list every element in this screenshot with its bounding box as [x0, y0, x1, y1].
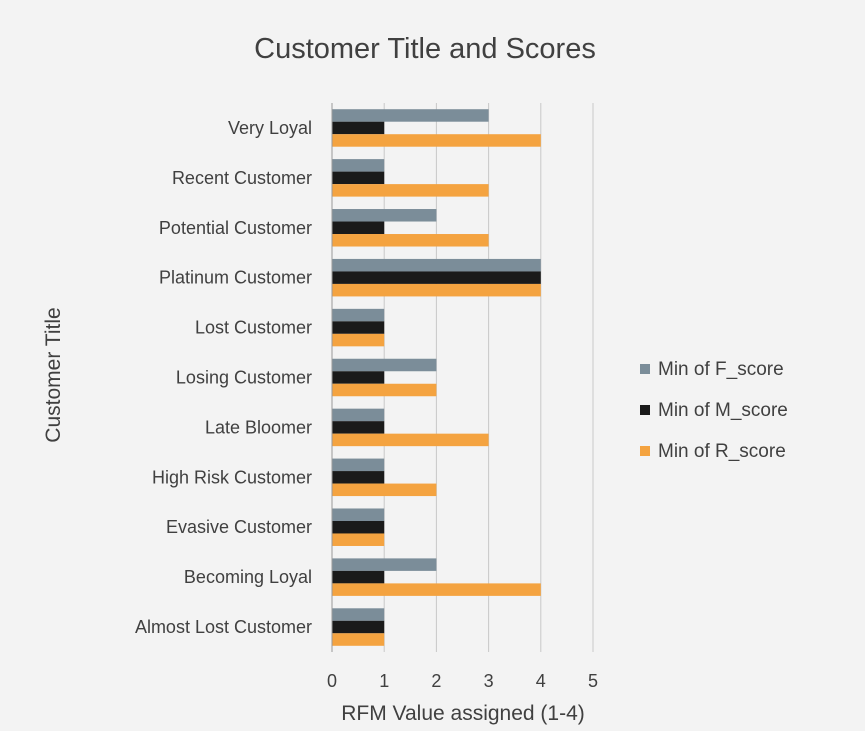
- bar-recent-customer-s3: [332, 184, 489, 197]
- bars: [332, 109, 541, 646]
- bar-very-loyal-s3: [332, 134, 541, 147]
- legend: Min of F_score Min of M_score Min of R_sco…: [640, 359, 788, 462]
- bar-becoming-loyal-s1: [332, 558, 437, 571]
- y-tick-label: Losing Customer: [176, 368, 312, 388]
- legend-label: Min of F_score: [658, 359, 784, 380]
- y-tick-label: Almost Lost Customer: [135, 617, 312, 637]
- bar-becoming-loyal-s3: [332, 583, 541, 596]
- legend-label: Min of R_score: [658, 441, 786, 462]
- bar-losing-customer-s2: [332, 371, 385, 384]
- bar-very-loyal-s2: [332, 121, 385, 135]
- legend-swatch: [640, 405, 650, 415]
- bar-platinum-customer-s2: [332, 271, 541, 284]
- bar-high-risk-customer-s1: [332, 458, 385, 472]
- y-tick-label: Platinum Customer: [159, 268, 312, 288]
- y-tick-label: Very Loyal: [228, 118, 312, 138]
- x-tick-label: 0: [327, 671, 337, 691]
- bar-high-risk-customer-s3: [332, 483, 437, 497]
- bar-very-loyal-s1: [332, 109, 489, 122]
- x-tick-label: 2: [431, 671, 441, 691]
- x-tick-labels: 0 1 2 3 4 5: [327, 671, 598, 691]
- bar-late-bloomer-s3: [332, 433, 489, 447]
- x-tick-label: 3: [484, 671, 494, 691]
- bar-high-risk-customer-s2: [332, 471, 385, 484]
- bar-almost-lost-customer-s2: [332, 620, 385, 634]
- y-tick-label: Becoming Loyal: [184, 567, 312, 587]
- chart-title: Customer Title and Scores: [254, 33, 596, 65]
- legend-swatch: [640, 364, 650, 374]
- y-tick-label: Evasive Customer: [166, 517, 312, 537]
- bar-late-bloomer-s1: [332, 408, 385, 422]
- bar-late-bloomer-s2: [332, 421, 385, 434]
- y-tick-label: Recent Customer: [172, 168, 312, 188]
- bar-potential-customer-s2: [332, 221, 385, 235]
- y-tick-label: Late Bloomer: [205, 417, 312, 437]
- bar-becoming-loyal-s2: [332, 570, 385, 584]
- bar-recent-customer-s1: [332, 159, 385, 172]
- bar-losing-customer-s1: [332, 358, 437, 372]
- legend-swatch: [640, 446, 650, 456]
- bar-platinum-customer-s1: [332, 258, 541, 272]
- x-tick-label: 4: [536, 671, 546, 691]
- bar-lost-customer-s3: [332, 333, 385, 347]
- x-axis-title: RFM Value assigned (1-4): [341, 702, 585, 725]
- bar-platinum-customer-s3: [332, 283, 541, 297]
- bar-potential-customer-s1: [332, 209, 437, 222]
- legend-label: Min of M_score: [658, 400, 788, 421]
- bar-almost-lost-customer-s3: [332, 633, 385, 646]
- bar-evasive-customer-s1: [332, 508, 385, 521]
- bar-recent-customer-s2: [332, 171, 385, 185]
- y-tick-label: Lost Customer: [195, 318, 312, 338]
- y-tick-label: High Risk Customer: [152, 467, 312, 487]
- y-tick-label: Potential Customer: [159, 218, 312, 238]
- bar-lost-customer-s1: [332, 308, 385, 322]
- y-tick-labels: Very Loyal Recent Customer Potential Custo…: [135, 118, 312, 637]
- bar-evasive-customer-s2: [332, 520, 385, 534]
- bar-losing-customer-s3: [332, 383, 437, 397]
- y-axis-title: Customer Title: [42, 307, 65, 442]
- x-tick-label: 5: [588, 671, 598, 691]
- x-tick-label: 1: [379, 671, 389, 691]
- bar-potential-customer-s3: [332, 234, 489, 247]
- bar-almost-lost-customer-s1: [332, 608, 385, 621]
- bar-lost-customer-s2: [332, 321, 385, 334]
- bar-evasive-customer-s3: [332, 533, 385, 546]
